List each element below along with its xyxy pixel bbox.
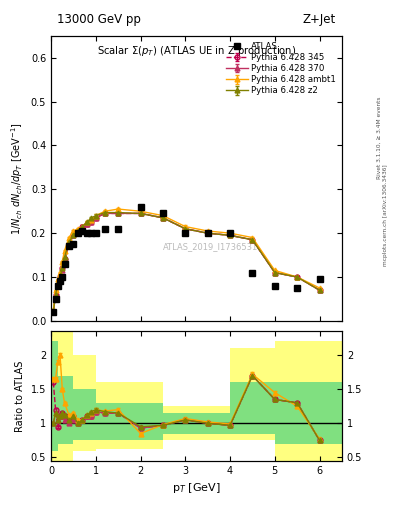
ATLAS xyxy=(55,283,60,289)
ATLAS xyxy=(60,274,64,280)
ATLAS xyxy=(116,226,121,232)
Y-axis label: Ratio to ATLAS: Ratio to ATLAS xyxy=(15,360,25,432)
Text: ATLAS_2019_I1736531: ATLAS_2019_I1736531 xyxy=(163,242,259,251)
Text: 13000 GeV pp: 13000 GeV pp xyxy=(57,13,141,26)
ATLAS xyxy=(89,230,94,236)
ATLAS xyxy=(51,309,56,315)
Text: mcplots.cern.ch [arXiv:1306.3436]: mcplots.cern.ch [arXiv:1306.3436] xyxy=(383,164,387,266)
ATLAS xyxy=(205,230,210,236)
ATLAS xyxy=(161,210,165,217)
ATLAS xyxy=(58,279,62,285)
Text: Scalar $\Sigma(p_T)$ (ATLAS UE in Z production): Scalar $\Sigma(p_T)$ (ATLAS UE in Z prod… xyxy=(97,45,296,58)
ATLAS xyxy=(62,261,67,267)
ATLAS xyxy=(317,276,322,282)
ATLAS xyxy=(75,230,80,236)
ATLAS xyxy=(71,241,76,247)
Text: Z+Jet: Z+Jet xyxy=(303,13,336,26)
ATLAS xyxy=(272,283,277,289)
ATLAS xyxy=(84,230,89,236)
ATLAS xyxy=(228,230,232,236)
ATLAS xyxy=(53,296,58,302)
ATLAS xyxy=(80,228,85,234)
Legend: ATLAS, Pythia 6.428 345, Pythia 6.428 370, Pythia 6.428 ambt1, Pythia 6.428 z2: ATLAS, Pythia 6.428 345, Pythia 6.428 37… xyxy=(224,40,338,97)
Y-axis label: $1/N_{ch}\ dN_{ch}/dp_T\ [\mathrm{GeV}^{-1}]$: $1/N_{ch}\ dN_{ch}/dp_T\ [\mathrm{GeV}^{… xyxy=(9,122,25,235)
Line: ATLAS: ATLAS xyxy=(51,204,322,315)
ATLAS xyxy=(67,243,72,249)
ATLAS xyxy=(250,269,255,275)
ATLAS xyxy=(183,230,188,236)
ATLAS xyxy=(295,285,299,291)
ATLAS xyxy=(103,226,107,232)
ATLAS xyxy=(94,230,98,236)
Text: Rivet 3.1.10, ≥ 3.4M events: Rivet 3.1.10, ≥ 3.4M events xyxy=(377,97,382,180)
X-axis label: p$_T$ [GeV]: p$_T$ [GeV] xyxy=(172,481,221,495)
ATLAS xyxy=(138,204,143,210)
